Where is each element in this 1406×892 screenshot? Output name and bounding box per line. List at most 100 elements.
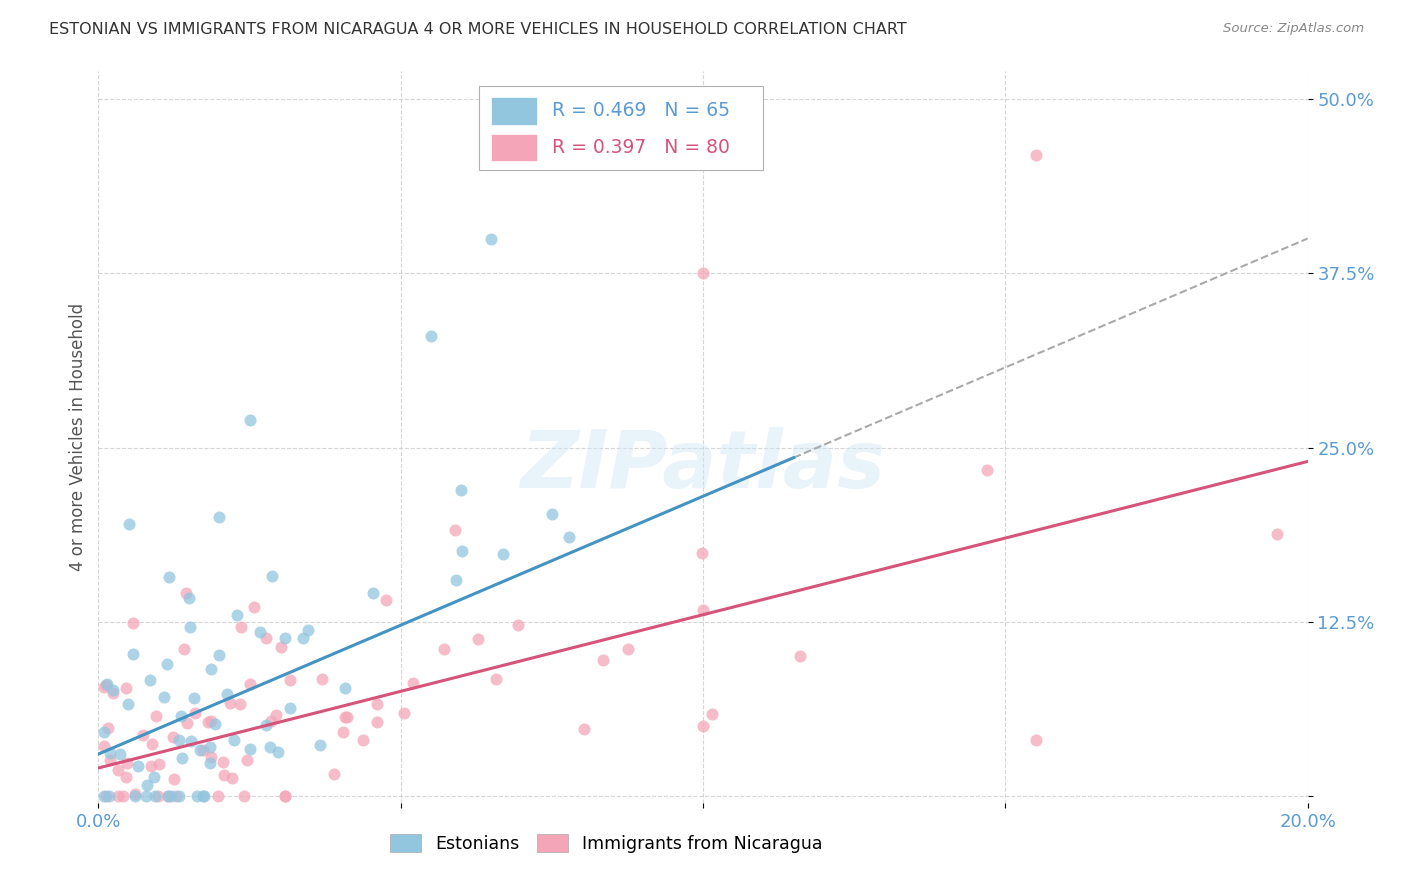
Point [692,602,714,616]
Point [200,750,222,764]
Point [141,737,163,751]
Point [485,672,508,686]
Point [174,585,197,599]
Point [143,770,166,784]
Point [183,690,205,705]
Point [157,570,180,584]
Point [239,412,262,426]
Point [297,623,319,637]
Point [444,523,467,537]
Point [239,741,262,756]
Point [184,706,207,721]
Point [394,706,416,720]
Point [229,698,252,712]
Point [976,463,998,477]
Point [450,483,472,497]
Point [93,680,115,694]
Point [433,641,456,656]
Point [98,746,121,760]
Point [224,732,246,747]
Point [333,710,356,724]
Point [420,329,443,343]
Point [108,747,131,761]
Point [172,751,194,765]
Point [101,682,124,697]
Point [308,738,330,752]
Point [107,789,129,803]
Point [1024,148,1046,162]
Point [1267,527,1289,541]
Point [139,673,162,688]
Point [323,767,346,781]
Point [259,739,281,754]
Point [200,756,222,770]
Point [375,593,398,607]
Point [692,266,714,280]
Point [274,789,297,803]
Point [221,771,243,785]
Point [139,759,162,773]
Point [278,673,301,687]
Point [260,714,283,729]
Point [97,721,120,735]
Point [114,770,136,784]
Point [690,546,713,560]
Point [145,789,167,803]
Point [291,631,314,645]
Point [121,615,143,630]
Point [242,600,264,615]
Point [450,544,472,558]
Point [616,642,638,657]
Point [332,725,354,739]
Point [169,732,191,747]
Point [156,657,179,671]
Point [124,787,146,801]
Point [173,642,195,657]
Point [157,789,180,803]
Point [481,231,503,245]
Point [336,709,359,723]
Point [94,678,117,692]
Point [508,618,530,632]
Point [107,763,129,777]
Point [692,719,714,733]
Legend: Estonians, Immigrants from Nicaragua: Estonians, Immigrants from Nicaragua [382,827,830,860]
Point [311,672,333,686]
Point [97,789,120,803]
Point [232,789,254,803]
Point [333,681,356,696]
Point [249,624,271,639]
Point [207,789,229,803]
Point [254,632,277,646]
Point [280,700,302,714]
Point [264,707,287,722]
Point [254,718,277,732]
Point [148,789,170,803]
Point [136,778,159,792]
FancyBboxPatch shape [492,134,537,161]
Point [186,789,208,803]
Point [200,739,222,754]
Point [135,789,157,803]
Point [274,789,297,803]
Point [124,789,146,803]
Point [789,649,811,664]
Point [93,739,115,753]
Point [207,648,229,662]
Point [363,586,385,600]
Point [352,733,374,747]
Point [572,722,595,736]
Point [145,709,167,723]
Point [180,734,202,748]
Point [197,715,219,730]
FancyBboxPatch shape [479,86,763,170]
Point [122,647,145,661]
Point [131,728,153,742]
Point [204,716,226,731]
Point [592,653,614,667]
Point [236,753,259,767]
Text: Source: ZipAtlas.com: Source: ZipAtlas.com [1223,22,1364,36]
Text: ESTONIAN VS IMMIGRANTS FROM NICARAGUA 4 OR MORE VEHICLES IN HOUSEHOLD CORRELATIO: ESTONIAN VS IMMIGRANTS FROM NICARAGUA 4 … [49,22,907,37]
Point [446,574,468,588]
Point [93,725,115,739]
